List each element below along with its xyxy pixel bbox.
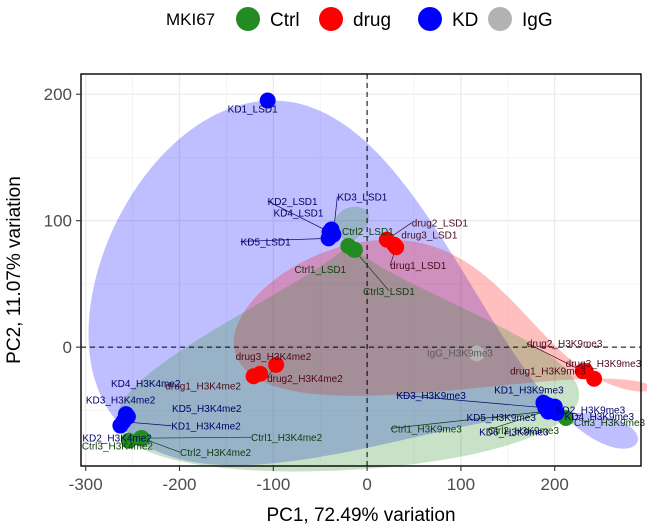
label-drug3-lsd1: drug3_LSD1 [401, 231, 458, 242]
hull-kd [88, 100, 638, 466]
leader-ctrl1-h3k9me3 [390, 410, 555, 429]
label-igg-h3k9me3: IgG_H3K9me3 [427, 348, 494, 359]
label-kd3-h3k4me2: KD3_H3K4me2 [86, 396, 156, 407]
legend-label-kd: KD [452, 10, 478, 31]
hull-drug [233, 239, 647, 396]
label-kd1-lsd1: KD1_LSD1 [228, 105, 278, 116]
label-kd4-h3k4me2: KD4_H3K4me2 [111, 379, 181, 390]
label-ctrl2-h3k4me2: Ctrl2_H3K4me2 [180, 448, 252, 459]
label-drug2-lsd1: drug2_LSD1 [412, 219, 469, 230]
label-ctrl2-h3k9me3: Ctrl2_H3K9me3 [488, 426, 560, 437]
label-kd2-lsd1: KD2_LSD1 [268, 197, 318, 208]
leader-drug2-h3k9me3 [526, 342, 583, 372]
point-kd5-lsd1 [320, 230, 337, 247]
legend-key-igg [488, 7, 512, 31]
x-tick-label: 100 [447, 475, 475, 494]
legend-label-drug: drug [353, 10, 391, 31]
label-kd5-h3k9me3: KD5_H3K9me3 [466, 413, 536, 424]
legend-label-igg: IgG [522, 10, 553, 31]
label-drug2-h3k4me2: drug2_H3K4me2 [267, 374, 343, 385]
label-kd3-lsd1: KD3_LSD1 [337, 193, 387, 204]
label-kd4-h3k9me3: KD4_H3K9me3 [565, 412, 635, 423]
point-drug2-h3k4me2 [268, 356, 285, 373]
point-igg-h3k9me3 [468, 345, 485, 362]
label-kd2-h3k4me2: KD2_H3K4me2 [82, 434, 152, 445]
legend-key-ctrl [236, 7, 260, 31]
leader-kd5-lsd1 [240, 238, 329, 242]
label-leaders [123, 196, 583, 453]
label-ctrl1-lsd1: Ctrl1_LSD1 [294, 265, 346, 276]
plot-border [80, 73, 642, 467]
x-tick-label: -300 [69, 475, 103, 494]
legend-key-drug [319, 7, 343, 31]
label-drug3-h3k9me3: drug3_H3K9me3 [566, 359, 642, 370]
leader-ctrl3-lsd1 [353, 249, 390, 291]
point-drug3-h3k9me3 [577, 363, 594, 380]
leader-ctrl1-h3k4me2 [141, 436, 252, 439]
point-ctrl2-h3k4me2 [133, 430, 150, 447]
leader-kd3-h3k9me3 [396, 394, 546, 409]
label-kd6-h3k9me3: KD6_H3K9me3 [479, 428, 549, 439]
label-kd5-h3k4me2: KD5_H3K4me2 [172, 404, 242, 415]
label-drug1-h3k9me3: drug1_H3K9me3 [510, 367, 586, 378]
hull-ctrl [116, 206, 580, 472]
point-labels: Ctrl1_LSD1 Ctrl2_LSD1 Ctrl3_LSD1 Ctrl1_H3K4… [82, 105, 646, 460]
point-ctrl3-lsd1 [345, 241, 362, 258]
label-ctrl1-h3k4me2: Ctrl1_H3K4me2 [251, 433, 323, 444]
legend-key-kd [418, 7, 442, 31]
x-tick-label: 200 [541, 475, 569, 494]
point-kd6-h3k9me3 [540, 403, 557, 420]
point-kd1-lsd1 [259, 92, 276, 109]
label-drug3-h3k4me2: drug3_H3K4me2 [236, 352, 312, 363]
point-drug3-lsd1 [386, 236, 403, 253]
point-kd5-h3k4me2 [118, 409, 135, 426]
y-axis: 0 100 200 [44, 85, 81, 357]
y-axis-title: PC2, 11.07% variation [4, 176, 25, 364]
label-kd1-h3k9me3: KD1_H3K9me3 [494, 385, 564, 396]
group-hulls [88, 100, 647, 472]
y-tick-label: 100 [44, 212, 72, 231]
label-kd2-h3k9me3: KD2_H3K9me3 [556, 406, 626, 417]
x-tick-label: -100 [256, 475, 290, 494]
label-drug2-h3k9me3: drug2_H3K9me3 [527, 339, 603, 350]
x-axis: -300 -200 -100 0 100 200 [69, 466, 569, 494]
y-tick-label: 200 [44, 85, 72, 104]
legend: MKI67 Ctrl drug KD IgG [166, 7, 553, 31]
label-kd1-h3k4me2: KD1_H3K4me2 [171, 422, 241, 433]
label-ctrl3-lsd1: Ctrl3_LSD1 [363, 287, 415, 298]
data-points [112, 92, 603, 449]
legend-title: MKI67 [166, 10, 215, 29]
x-tick-label: -200 [162, 475, 196, 494]
x-tick-label: 0 [362, 475, 371, 494]
label-drug1-lsd1: drug1_LSD1 [390, 261, 447, 272]
leader-kd2-lsd1 [267, 200, 330, 233]
point-drug3-h3k4me2 [245, 368, 262, 385]
point-ctrl3-h3k4me2 [120, 432, 137, 449]
label-ctrl3-h3k4me2: Ctrl3_H3K4me2 [82, 442, 154, 453]
reference-lines [81, 74, 641, 466]
legend-label-ctrl: Ctrl [270, 10, 300, 31]
label-ctrl3-h3k9me3: Ctrl3_H3K9me3 [574, 418, 646, 429]
label-kd5-lsd1: KD5_LSD1 [241, 237, 291, 248]
x-axis-title: PC1, 72.49% variation [266, 505, 455, 526]
label-ctrl2-lsd1: Ctrl2_LSD1 [342, 227, 394, 238]
y-tick-label: 0 [63, 338, 72, 357]
label-kd4-lsd1: KD4_LSD1 [273, 209, 323, 220]
label-ctrl1-h3k9me3: Ctrl1_H3K9me3 [391, 424, 463, 435]
label-kd3-h3k9me3: KD3_H3K9me3 [396, 391, 466, 402]
label-drug1-h3k4me2: drug1_H3K4me2 [165, 382, 241, 393]
